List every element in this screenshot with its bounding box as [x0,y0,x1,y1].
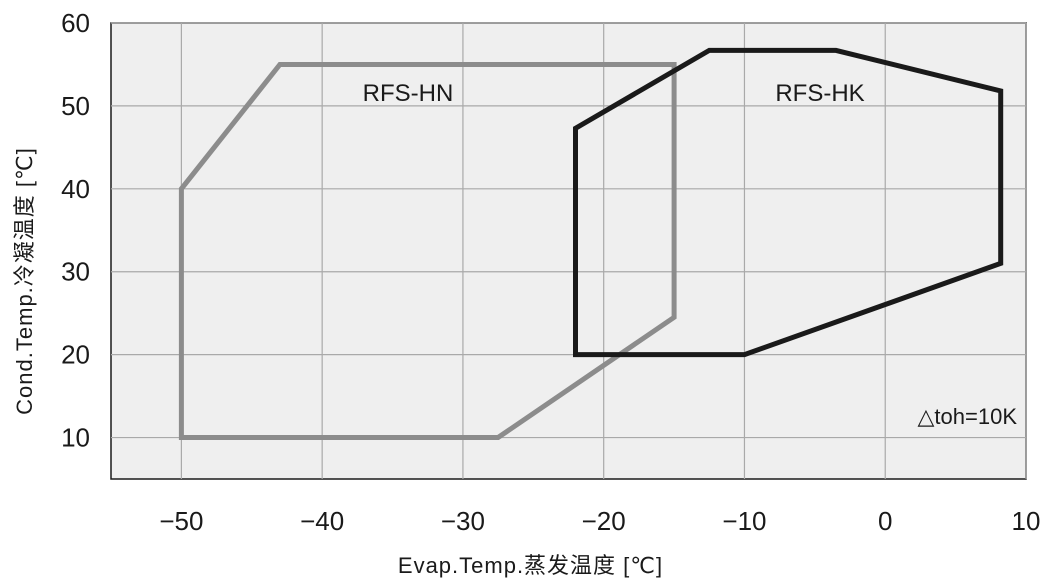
annotation-text: △toh=10K [918,404,1018,429]
y-tick-label: 40 [61,174,90,204]
x-tick-label: −50 [159,506,203,536]
y-tick-label: 60 [61,8,90,38]
series-line-rfs-hk [573,47,1004,358]
x-axis-ticks: −50 −40 −30 −20 −10 0 10 [159,506,1040,536]
x-tick-label: −10 [722,506,766,536]
y-tick-label: 30 [61,257,90,287]
y-tick-label: 50 [61,91,90,121]
x-tick-label: −40 [300,506,344,536]
x-tick-label: 0 [878,506,892,536]
x-tick-label: −30 [441,506,485,536]
series-line-rfs-hn [178,62,677,440]
series-label-rfs-hn: RFS-HN [363,80,454,107]
x-tick-label: 10 [1012,506,1041,536]
series-labels: RFS-HN RFS-HK [363,80,865,107]
plot-area [110,22,1027,480]
y-tick-label: 20 [61,340,90,370]
x-tick-label: −20 [582,506,626,536]
x-axis-label: Evap.Temp.蒸发温度 [℃] [398,553,663,578]
series-label-rfs-hk: RFS-HK [775,80,864,107]
y-axis-label: Cond.Temp.冷凝温度 [℃] [12,147,37,415]
y-tick-label: 10 [61,423,90,453]
grid-lines [111,22,1027,479]
y-axis-ticks: 10 20 30 40 50 60 [61,8,90,453]
series-group [178,47,1004,440]
